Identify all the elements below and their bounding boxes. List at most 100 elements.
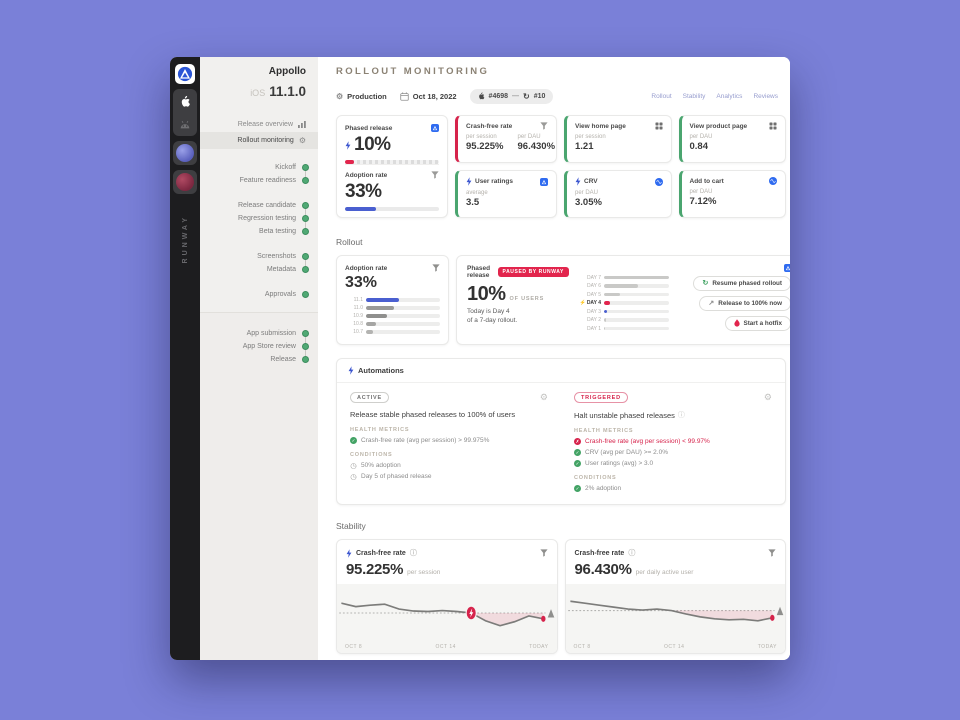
bolt-icon <box>575 177 581 186</box>
sidebar-item-metadata[interactable]: Metadata <box>200 263 318 276</box>
bolt-icon <box>466 177 472 186</box>
resume-phased-rollout-button[interactable]: ↻ Resume phased rollout <box>693 275 790 291</box>
sidebar-item-regression-testing[interactable]: Regression testing <box>200 212 318 225</box>
gear-icon: ⚙ <box>298 136 306 145</box>
sidebar: Appollo iOS 11.1.0 Release overview Rollo… <box>200 57 318 660</box>
metric-value: 7.12% <box>689 196 717 207</box>
bar-row: 10.9 <box>345 313 440 319</box>
sidebar-item-approvals[interactable]: Approvals <box>200 288 318 301</box>
sparkline-chart <box>566 584 786 645</box>
metric-value: 3.5 <box>466 197 480 208</box>
release-to-100-button[interactable]: ↗ Release to 100% now <box>699 295 790 311</box>
link-reviews[interactable]: Reviews <box>753 92 778 100</box>
calendar-icon <box>400 91 409 101</box>
main-content: ROLLOUT MONITORING ⚙ Production Oct 18, … <box>318 57 790 660</box>
metric-label: Adoption rate <box>345 171 388 179</box>
steps-approvals-group: Approvals <box>200 288 318 301</box>
chart-x-labels: OCT 8 OCT 14 TODAY <box>574 644 778 650</box>
sidebar-item-release[interactable]: Release <box>200 353 318 366</box>
funnel-icon[interactable] <box>432 264 440 272</box>
start-hotfix-button[interactable]: Start a hotfix <box>724 315 790 331</box>
metric-label: Crash-free rate <box>466 122 513 130</box>
environment-selector[interactable]: ⚙ Production <box>336 92 387 101</box>
funnel-icon[interactable] <box>768 549 776 557</box>
sidebar-item-feature-readiness[interactable]: Feature readiness <box>200 174 318 187</box>
stability-value: 95.225% <box>346 561 404 578</box>
sidebar-item-screenshots[interactable]: Screenshots <box>200 250 318 263</box>
sidebar-item-kickoff[interactable]: Kickoff <box>200 161 318 174</box>
adoption-rate-metric: Adoption rate 33% <box>345 164 439 211</box>
step-label: Metadata <box>266 266 296 273</box>
apollo-app-icon[interactable] <box>175 64 195 84</box>
funnel-icon[interactable] <box>540 122 548 130</box>
conditions-label: CONDITIONS <box>574 475 617 481</box>
steps-testing-group: Release candidate Regression testing Bet… <box>200 199 318 238</box>
phased-release-metric: Phased release 10% <box>345 124 439 164</box>
step-label: Approvals <box>264 291 296 298</box>
build-range-pill[interactable]: #4698 — ↻ #10 <box>469 88 554 104</box>
bolt-icon: ⚡ <box>579 300 586 306</box>
bar-track <box>366 330 440 334</box>
date-selector[interactable]: Oct 18, 2022 <box>400 92 457 101</box>
info-icon: ⓘ <box>628 550 636 557</box>
step-label: App Store review <box>242 343 296 350</box>
apple-platform-icon[interactable] <box>175 91 195 111</box>
bar-track <box>604 301 669 305</box>
page-title: ROLLOUT MONITORING <box>336 66 490 77</box>
metric-label: Phased release <box>345 124 393 132</box>
bar-label: 11.0 <box>353 305 363 311</box>
stability-unit: per session <box>407 569 441 576</box>
bar-row: DAY 5 <box>579 292 669 298</box>
sidebar-item-beta-testing[interactable]: Beta testing <box>200 225 318 238</box>
button-label: Release to 100% now <box>718 299 782 307</box>
version-adoption-bars: 11.1 11.0 10.9 10.8 10.7 <box>345 297 440 335</box>
metric-text: Crash-free rate (avg per session) > 99.9… <box>361 437 490 444</box>
metric-text: CRV (avg per DAU) >= 2.0% <box>585 449 668 456</box>
metric-value: 33% <box>345 181 382 202</box>
steps-metadata-group: Screenshots Metadata <box>200 250 318 276</box>
rollout-section-heading: Rollout <box>336 237 363 247</box>
android-platform-icon[interactable] <box>175 114 195 134</box>
bar-track <box>604 275 669 280</box>
condition-text: 50% adoption <box>361 462 401 469</box>
sidebar-item-app-submission[interactable]: App submission <box>200 327 318 340</box>
gear-icon[interactable]: ⚙ <box>763 392 772 402</box>
sidebar-item-release-candidate[interactable]: Release candidate <box>200 199 318 212</box>
workspace-app-maroon[interactable] <box>173 170 197 194</box>
funnel-icon[interactable] <box>539 549 548 557</box>
stability-section: Crash-free rate ⓘ 95.225% per session OC… <box>336 539 786 654</box>
view-home-page-card: View home page per session 1.21 <box>564 115 672 163</box>
automation-title: Release stable phased releases to 100% o… <box>350 410 516 419</box>
sidebar-item-release-overview[interactable]: Release overview <box>200 117 318 132</box>
bar-row: ⚡ DAY 4 <box>579 300 669 306</box>
condition-text: 2% adoption <box>585 485 622 492</box>
button-label: Resume phased rollout <box>712 279 782 287</box>
funnel-icon[interactable] <box>431 171 439 179</box>
workspace-app-purple[interactable] <box>173 141 197 165</box>
condition-item: ◷ 50% adoption <box>350 461 548 470</box>
bar-row: DAY 6 <box>579 283 669 289</box>
crash-free-session-chart: OCT 8 OCT 14 TODAY <box>337 584 557 653</box>
nav-label: Release overview <box>237 121 293 128</box>
sidebar-item-rollout-monitoring[interactable]: Rollout monitoring ⚙ <box>200 132 318 149</box>
metric-value: 95.225% <box>466 141 504 152</box>
bolt-icon <box>348 366 354 375</box>
bar-label: DAY 5 <box>587 291 601 298</box>
metric-text: User ratings (avg) > 3.0 <box>585 460 654 467</box>
platform-label: iOS <box>250 88 266 98</box>
link-analytics[interactable]: Analytics <box>716 92 743 100</box>
sidebar-item-app-store-review[interactable]: App Store review <box>200 340 318 353</box>
rollout-section: Adoption rate 33% 11.1 11.0 10.9 10.8 10.7 P… <box>336 255 790 345</box>
condition-text: Day 5 of phased release <box>361 473 432 480</box>
link-stability[interactable]: Stability <box>682 92 706 100</box>
stability-unit: per daily active user <box>635 569 694 576</box>
stability-section-heading: Stability <box>336 521 366 531</box>
link-rollout[interactable]: Rollout <box>651 92 672 100</box>
adoption-progress-bar <box>345 207 439 211</box>
bar-label: DAY 2 <box>587 317 601 323</box>
metric-sublabel: per session <box>466 134 497 140</box>
metric-label: CRV <box>584 178 598 185</box>
gear-icon[interactable]: ⚙ <box>539 392 548 402</box>
condition-item: ◷ Day 5 of phased release <box>350 472 548 481</box>
metric-value: 0.84 <box>689 141 709 152</box>
